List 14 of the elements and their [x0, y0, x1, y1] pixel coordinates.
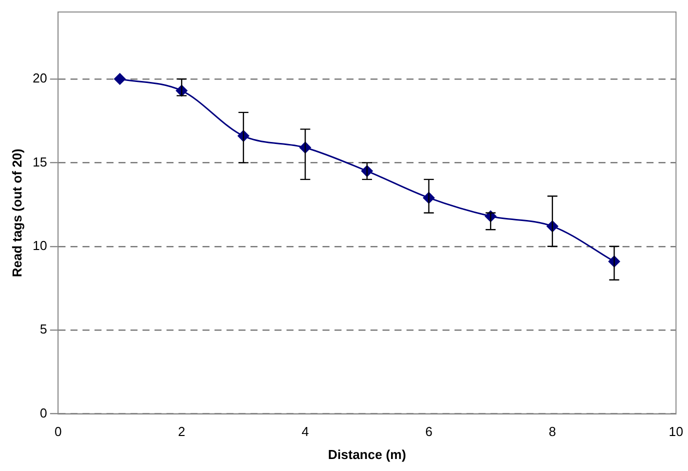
point [114, 73, 126, 85]
y-tick-label: 5 [40, 322, 48, 337]
y-tick-label: 20 [32, 70, 48, 86]
x-tick-label: 6 [425, 424, 432, 440]
y-tick-label: 0 [40, 405, 48, 420]
x-tick-label: 2 [178, 424, 186, 440]
x-tick-label: 0 [54, 424, 62, 440]
x-tick-label: 4 [302, 424, 309, 440]
y-tick-label: 10 [32, 238, 48, 253]
y-tick-label: 15 [32, 154, 48, 170]
x-axis-title: Distance (m) [328, 446, 406, 462]
y-axis-title: Read tags (out of 20) [9, 148, 24, 278]
x-tick-label: 8 [548, 424, 556, 440]
x-tick-label: 10 [668, 424, 684, 440]
